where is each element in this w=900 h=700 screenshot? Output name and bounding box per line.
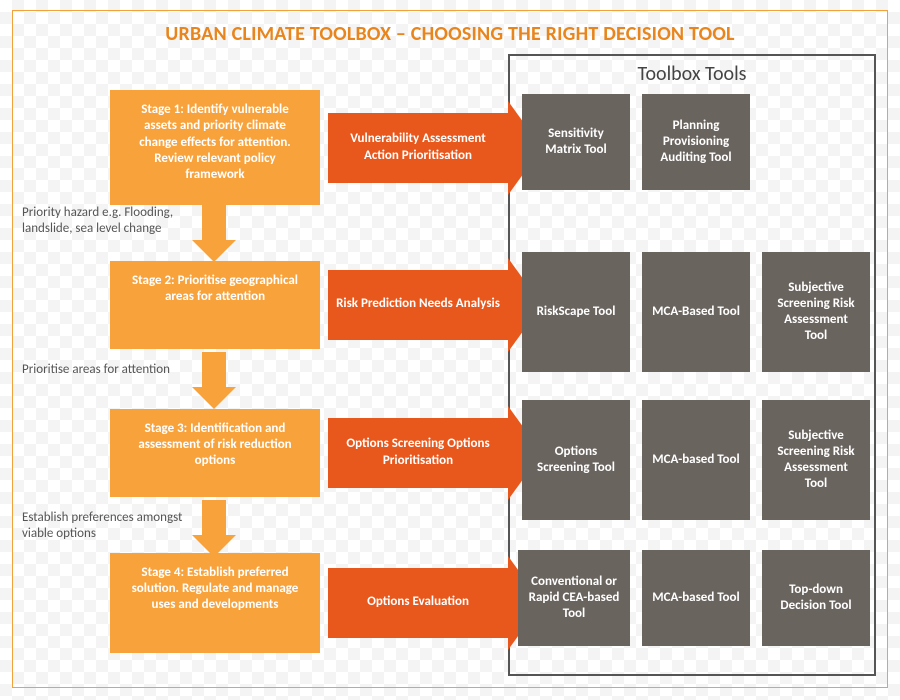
tool-sensitivity-matrix: Sensitivity Matrix Tool <box>522 94 630 190</box>
stage-3-box: Stage 3: Identification and assessment o… <box>110 409 320 497</box>
arrow-4: Options Evaluation <box>328 568 508 638</box>
connector-3-arrow <box>202 500 226 535</box>
tool-subjective-screening-2: Subjective Screening Risk Assessment Too… <box>762 252 870 372</box>
flow-row-1: Stage 1: Identify vulnerable assets and … <box>0 90 900 205</box>
tool-subjective-screening-3: Subjective Screening Risk Assessment Too… <box>762 400 870 520</box>
stage-3-label: Stage 3: Identification and assessment o… <box>138 421 291 469</box>
tools-row-2: RiskScape Tool MCA-Based Tool Subjective… <box>522 252 870 372</box>
toolbox-heading: Toolbox Tools <box>510 56 874 88</box>
arrow-4-label: Options Evaluation <box>359 594 477 610</box>
tool-mca-based-3: MCA-based Tool <box>642 400 750 520</box>
arrow-1: Vulnerability Assessment Action Prioriti… <box>328 113 508 183</box>
connector-2-arrow <box>202 352 226 387</box>
stage-4-label: Stage 4: Establish preferred solution. R… <box>132 565 299 613</box>
stage-1-label: Stage 1: Identify vulnerable assets and … <box>139 102 291 182</box>
arrow-1-label: Vulnerability Assessment Action Prioriti… <box>328 131 508 164</box>
stage-1-box: Stage 1: Identify vulnerable assets and … <box>110 90 320 205</box>
flow-row-3: Stage 3: Identification and assessment o… <box>0 400 900 505</box>
tool-options-screening: Options Screening Tool <box>522 400 630 520</box>
tool-mca-based-4: MCA-based Tool <box>642 550 750 646</box>
flow-row-2: Stage 2: Prioritise geographical areas f… <box>0 252 900 357</box>
connector-1-note: Priority hazard e.g. Flooding, landslide… <box>22 205 190 238</box>
tools-row-3: Options Screening Tool MCA-based Tool Su… <box>522 400 870 520</box>
arrow-2: Risk Prediction Needs Analysis <box>328 270 508 340</box>
stage-2-box: Stage 2: Prioritise geographical areas f… <box>110 261 320 349</box>
tool-riskscape: RiskScape Tool <box>522 252 630 372</box>
arrow-3-label: Options Screening Options Prioritisation <box>328 436 508 469</box>
tool-planning-auditing: Planning Provisioning Auditing Tool <box>642 94 750 190</box>
tool-mca-based-2: MCA-Based Tool <box>642 252 750 372</box>
tool-cea-based: Conventional or Rapid CEA-based Tool <box>518 550 630 646</box>
tools-row-1: Sensitivity Matrix Tool Planning Provisi… <box>522 94 750 190</box>
connector-3-note: Establish preferences amongst viable opt… <box>22 510 190 543</box>
connector-1-arrow <box>202 205 226 240</box>
tools-row-4: Conventional or Rapid CEA-based Tool MCA… <box>518 550 870 646</box>
arrow-2-label: Risk Prediction Needs Analysis <box>328 296 508 312</box>
connector-2-note: Prioritise areas for attention <box>22 362 190 378</box>
flow-row-4: Stage 4: Establish preferred solution. R… <box>0 550 900 655</box>
tool-top-down: Top-down Decision Tool <box>762 550 870 646</box>
stage-4-box: Stage 4: Establish preferred solution. R… <box>110 553 320 653</box>
stage-2-label: Stage 2: Prioritise geographical areas f… <box>132 273 298 304</box>
page-title: URBAN CLIMATE TOOLBOX – CHOOSING THE RIG… <box>0 22 900 46</box>
arrow-3: Options Screening Options Prioritisation <box>328 418 508 488</box>
